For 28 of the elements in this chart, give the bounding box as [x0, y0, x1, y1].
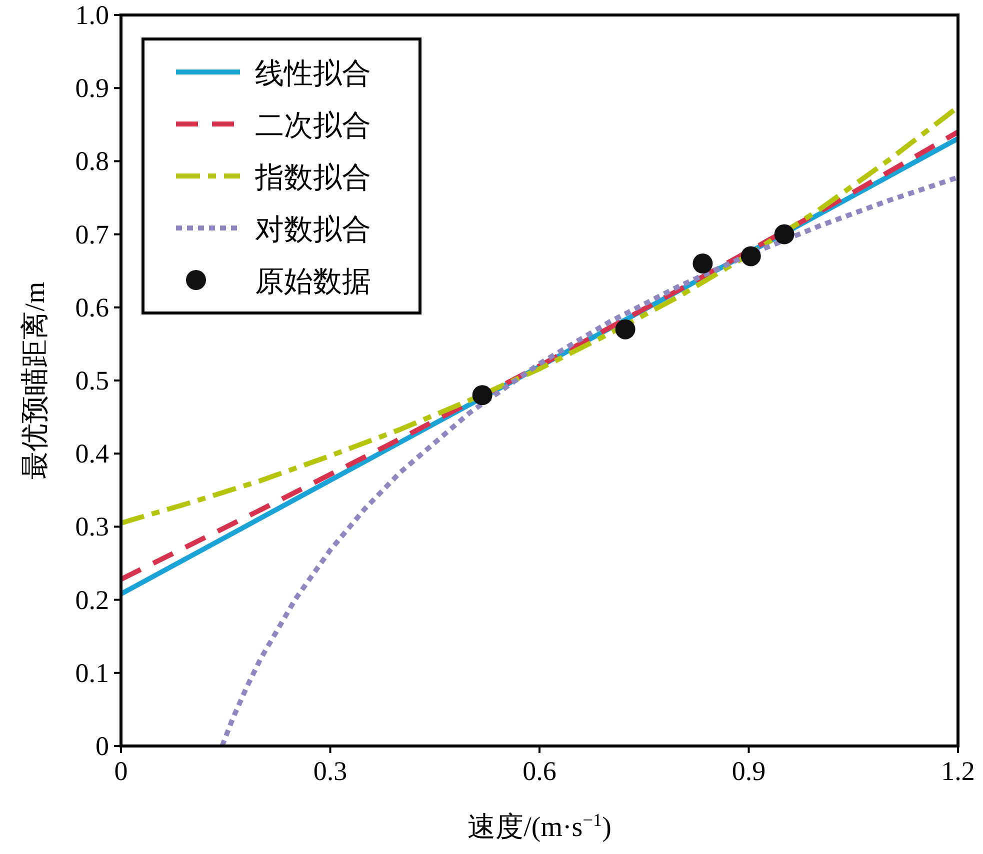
y-tick-label: 0.8 — [75, 146, 109, 176]
legend-label: 原始数据 — [255, 266, 371, 298]
point — [740, 246, 761, 266]
y-tick-label: 0.7 — [75, 219, 109, 250]
point — [615, 319, 636, 340]
point — [472, 385, 492, 406]
y-tick-label: 0.2 — [75, 584, 109, 615]
x-tick-label: 1.2 — [941, 756, 975, 786]
y-tick-label: 0.4 — [75, 438, 110, 469]
y-tick-label: 0.5 — [75, 366, 109, 396]
y-axis-title: 最优预瞄距离/m — [20, 282, 51, 480]
legend-label: 指数拟合 — [254, 162, 371, 194]
y-tick-label: 0 — [96, 731, 109, 761]
x-axis-title: 速度/(m·s$^{−1}$) — [468, 810, 612, 843]
y-tick-label: 0.3 — [75, 512, 109, 542]
legend-label: 二次拟合 — [255, 110, 371, 142]
x-tick-label: 0.9 — [732, 756, 766, 786]
point — [692, 254, 713, 274]
y-tick-label: 0.6 — [75, 292, 109, 322]
x-tick-label: 0.3 — [313, 756, 348, 786]
legend-label: 线性拟合 — [255, 58, 371, 90]
y-tick-label: 0.9 — [75, 73, 109, 104]
y-tick-label: 0.1 — [75, 658, 109, 688]
point — [774, 224, 794, 244]
y-tick-label: 1.0 — [75, 0, 109, 30]
x-tick-label: 0.6 — [522, 756, 556, 786]
x-tick-label: 0 — [114, 756, 128, 786]
legend-label: 对数拟合 — [255, 214, 371, 246]
